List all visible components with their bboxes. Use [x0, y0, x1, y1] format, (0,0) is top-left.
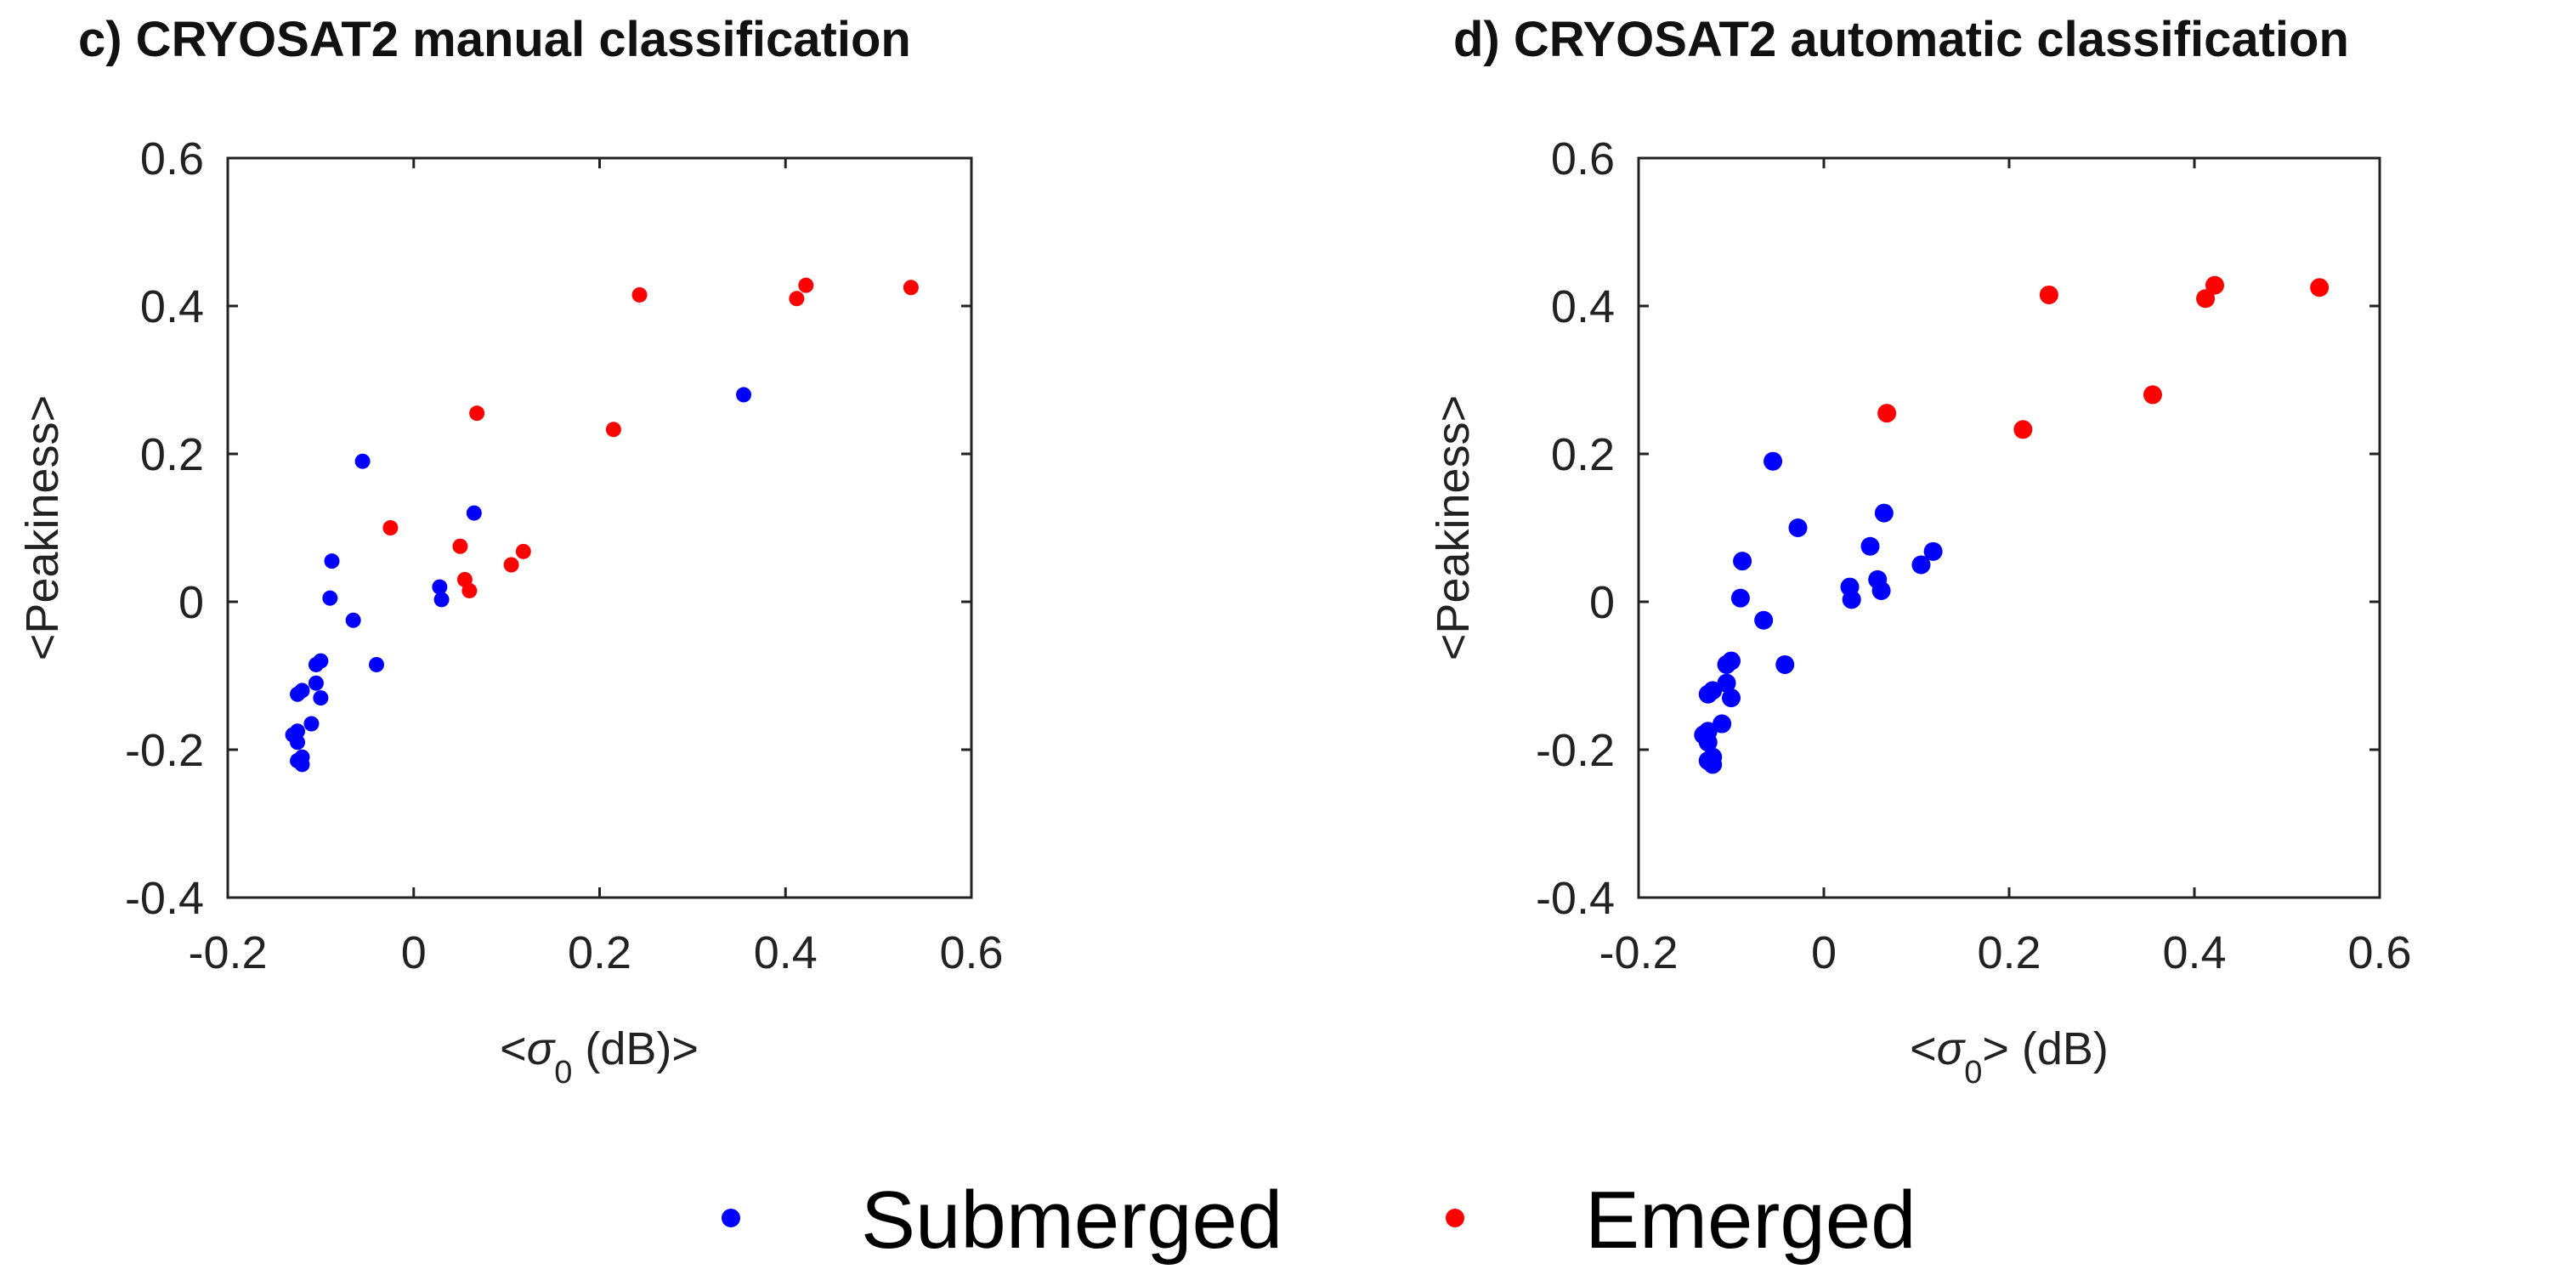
panel-d-point-submerged: [1722, 688, 1741, 708]
panel-d-point-emerged: [2143, 385, 2162, 405]
panel-d-x-tick-label: 0.2: [1977, 927, 2041, 978]
panel-d-y-tick-label: 0.6: [1551, 133, 1615, 184]
panel-c-point-submerged: [466, 505, 482, 521]
panel-c-y-tick-label: 0: [178, 577, 204, 628]
legend: Submerged Emerged: [722, 1175, 1916, 1266]
panel-c-point-submerged: [308, 675, 324, 691]
panel-d-x-tick-label: 0.4: [2162, 927, 2226, 978]
panel-d-plot-area: [1637, 156, 2381, 899]
panel-c-x-tick-label: 0.2: [568, 927, 631, 978]
panel-d-point-submerged: [1788, 518, 1808, 537]
legend-label-submerged: Submerged: [861, 1175, 1282, 1266]
panel-d: d) CRYOSAT2 automatic classification -0.…: [1428, 12, 2412, 1091]
panel-c-point-emerged: [605, 422, 621, 438]
panel-c-point-submerged: [324, 553, 340, 569]
panel-d-x-tick-label: 0.6: [2347, 927, 2411, 978]
panel-c-point-emerged: [452, 538, 468, 554]
panel-d-point-submerged: [1874, 503, 1894, 523]
panel-c-x-tick-label: 0.4: [754, 927, 818, 978]
panel-c-point-submerged: [354, 453, 371, 469]
panel-c-title: c) CRYOSAT2 manual classification: [78, 12, 911, 67]
panel-c-point-submerged: [290, 734, 306, 751]
panel-c-y-tick-label: -0.2: [125, 725, 204, 776]
panel-d-point-submerged: [1860, 536, 1880, 556]
panel-d-point-submerged: [1698, 733, 1718, 752]
panel-d-x-tick-labels: -0.2 0 0.2 0.4 0.6: [1599, 927, 2411, 978]
panel-d-point-emerged: [2039, 285, 2058, 304]
legend-label-emerged: Emerged: [1585, 1175, 1916, 1266]
panel-c-point-submerged: [345, 612, 361, 628]
panel-c-x-tick-label: 0: [401, 927, 427, 978]
panel-c-y-tick-labels: -0.4 -0.2 0 0.2 0.4 0.6: [125, 133, 204, 924]
panel-d-point-emerged: [2196, 289, 2216, 309]
panel-c-y-tick-label: 0.6: [140, 133, 204, 184]
panel-d-point-emerged: [1877, 404, 1897, 423]
panel-c-point-emerged: [382, 520, 399, 535]
panel-c-x-tick-label: -0.2: [188, 927, 267, 978]
panel-c-point-emerged: [798, 277, 814, 293]
panel-c-point-emerged: [469, 405, 485, 422]
panel-c-y-tick-label: -0.4: [125, 873, 204, 924]
panel-c: c) CRYOSAT2 manual classification -0.2 0 0…: [17, 12, 1004, 1091]
panel-c-point-emerged: [789, 291, 805, 307]
panel-d-point-submerged: [1730, 588, 1750, 608]
panel-d-y-tick-labels: -0.4 -0.2 0 0.2 0.4 0.6: [1536, 133, 1615, 924]
panel-c-x-tick-labels: -0.2 0 0.2 0.4 0.6: [188, 927, 1003, 978]
legend-marker-emerged: [1446, 1209, 1464, 1227]
panel-d-y-axis-label: <Peakiness>: [1428, 395, 1479, 660]
panel-c-point-emerged: [515, 543, 531, 559]
panel-c-point-emerged: [503, 557, 519, 573]
panel-d-point-emerged: [2013, 420, 2033, 439]
panel-c-point-submerged: [294, 756, 310, 773]
panel-c-x-tick-label: 0.6: [939, 927, 1003, 978]
panel-d-point-emerged: [2205, 275, 2224, 295]
panel-c-point-submerged: [736, 387, 752, 403]
panel-d-point-submerged: [1764, 451, 1783, 471]
panel-c-point-submerged: [313, 690, 329, 706]
panel-d-point-submerged: [1754, 610, 1774, 630]
panel-d-x-tick-label: 0: [1811, 927, 1837, 978]
panel-d-point-submerged: [1717, 673, 1736, 693]
panel-d-y-tick-label: -0.2: [1536, 725, 1615, 776]
panel-d-point-submerged: [1871, 581, 1891, 600]
panel-d-y-tick-label: -0.4: [1536, 873, 1615, 924]
panel-c-y-tick-label: 0.2: [140, 429, 204, 480]
panel-c-point-emerged: [903, 280, 919, 296]
panel-c-plot-area: [226, 156, 973, 899]
panel-d-point-submerged: [1911, 555, 1931, 575]
panel-c-point-submerged: [369, 656, 384, 672]
panel-d-y-tick-label: 0.4: [1551, 281, 1615, 332]
panel-c-x-axis-label: <σ0 (dB)>: [500, 1023, 699, 1091]
panel-d-point-submerged: [1703, 755, 1723, 774]
panel-d-point-submerged: [1698, 684, 1718, 704]
panel-c-point-submerged: [433, 592, 450, 608]
panel-c-points: [285, 277, 919, 773]
panel-c-point-submerged: [308, 656, 324, 672]
legend-marker-submerged: [722, 1209, 740, 1227]
panel-c-point-emerged: [631, 286, 648, 303]
panel-d-x-axis-label: <σ0> (dB): [1910, 1023, 2109, 1091]
panel-d-ticks: [1637, 156, 2381, 899]
panel-c-ticks: [226, 156, 973, 899]
panel-d-point-submerged: [1923, 541, 1943, 561]
panel-c-point-emerged: [461, 582, 478, 598]
panel-c-y-tick-label: 0.4: [140, 281, 204, 332]
panel-c-point-submerged: [303, 716, 320, 732]
panel-c-y-axis-label: <Peakiness>: [17, 395, 68, 660]
panel-d-point-submerged: [1713, 714, 1732, 734]
panel-d-point-submerged: [1733, 552, 1752, 571]
panel-d-x-tick-label: -0.2: [1599, 927, 1678, 978]
panel-d-title: d) CRYOSAT2 automatic classification: [1453, 12, 2349, 67]
panel-c-point-submerged: [432, 579, 448, 595]
panel-d-y-tick-label: 0: [1589, 577, 1615, 628]
panel-d-point-submerged: [1775, 654, 1795, 674]
panel-c-point-submerged: [290, 686, 306, 702]
panel-d-y-tick-label: 0.2: [1551, 429, 1615, 480]
panel-d-point-emerged: [2310, 278, 2330, 297]
panel-c-point-submerged: [322, 590, 338, 606]
panel-d-point-submerged: [1842, 590, 1861, 609]
panel-d-point-submerged: [1717, 654, 1736, 674]
panel-d-points: [1694, 275, 2330, 774]
